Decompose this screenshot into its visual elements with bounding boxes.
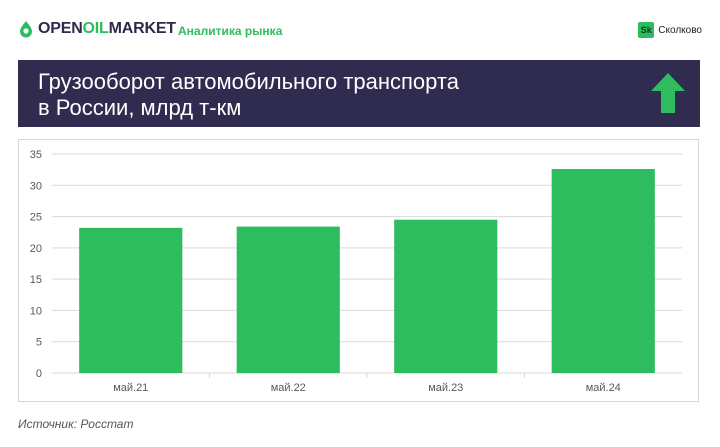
chart-container: 0 5 10 15 20 25 30 35 май.21 май.22 май.23 май.24 xyxy=(18,139,699,402)
oil-drop-logo-icon xyxy=(20,21,32,38)
partner-logo[interactable]: Sk Сколково xyxy=(638,22,702,38)
bar xyxy=(236,226,340,373)
y-tick-label: 35 xyxy=(30,149,42,161)
x-tick-label: май.21 xyxy=(113,382,148,394)
bar xyxy=(394,219,498,373)
y-tick-label: 10 xyxy=(30,305,42,317)
x-tick-label: май.23 xyxy=(428,382,463,394)
bar xyxy=(551,169,655,373)
logo-prefix: OPEN xyxy=(38,20,83,37)
title-banner: Грузооборот автомобильного транспорта в … xyxy=(18,60,700,127)
logo-suffix: MARKET xyxy=(108,20,176,37)
y-tick-label: 30 xyxy=(30,180,42,192)
skolkovo-badge-icon: Sk xyxy=(638,22,655,38)
partner-name: Сколково xyxy=(658,24,702,36)
x-tick-label: май.22 xyxy=(271,382,306,394)
y-tick-label: 0 xyxy=(36,368,42,380)
openoilmarket-logo[interactable]: OPENOILMARKET xyxy=(18,17,176,41)
source-note: Источник: Росстат xyxy=(18,417,134,431)
y-tick-label: 5 xyxy=(36,337,42,349)
x-tick-label: май.24 xyxy=(586,382,621,394)
page-title-line-1: Грузооборот автомобильного транспорта xyxy=(38,69,459,94)
bar xyxy=(79,227,183,373)
page-title-line-2: в России, млрд т-км xyxy=(38,95,242,120)
page-title: Грузооборот автомобильного транспорта в … xyxy=(38,69,598,121)
logo-wordmark: OPENOILMARKET xyxy=(38,20,176,38)
bar-chart: 0 5 10 15 20 25 30 35 май.21 май.22 май.23 май.24 xyxy=(30,149,682,394)
y-tick-label: 20 xyxy=(30,243,42,255)
logo-accent: OIL xyxy=(82,20,109,37)
y-tick-label: 25 xyxy=(30,212,42,224)
header-subtitle: Аналитика рынка xyxy=(178,24,283,38)
header: OPENOILMARKET Аналитика рынка Sk Сколков… xyxy=(0,0,720,58)
arrow-up-icon xyxy=(651,73,685,113)
y-tick-label: 15 xyxy=(30,274,42,286)
